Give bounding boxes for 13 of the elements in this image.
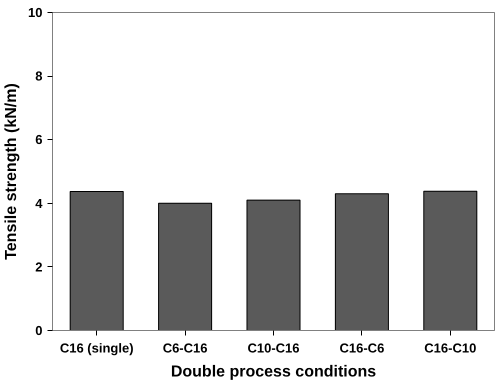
y-tick-label: 8	[35, 68, 43, 84]
y-tick-label: 10	[28, 5, 43, 20]
x-tick-label: C16-C10	[424, 340, 476, 356]
y-axis-title: Tensile strength (kN/m)	[3, 83, 20, 260]
x-tick-label: C16 (single)	[60, 340, 134, 356]
y-tick-label: 0	[35, 323, 43, 338]
x-tick-label: C16-C6	[340, 340, 384, 356]
x-tick-label: C6-C16	[162, 340, 208, 356]
y-tick-label: 2	[35, 259, 43, 274]
x-axis-title: Double process conditions	[170, 364, 376, 380]
x-tick-label: C10-C16	[247, 340, 300, 356]
y-tick-label: 6	[35, 132, 43, 148]
y-tick-label: 4	[35, 196, 44, 211]
